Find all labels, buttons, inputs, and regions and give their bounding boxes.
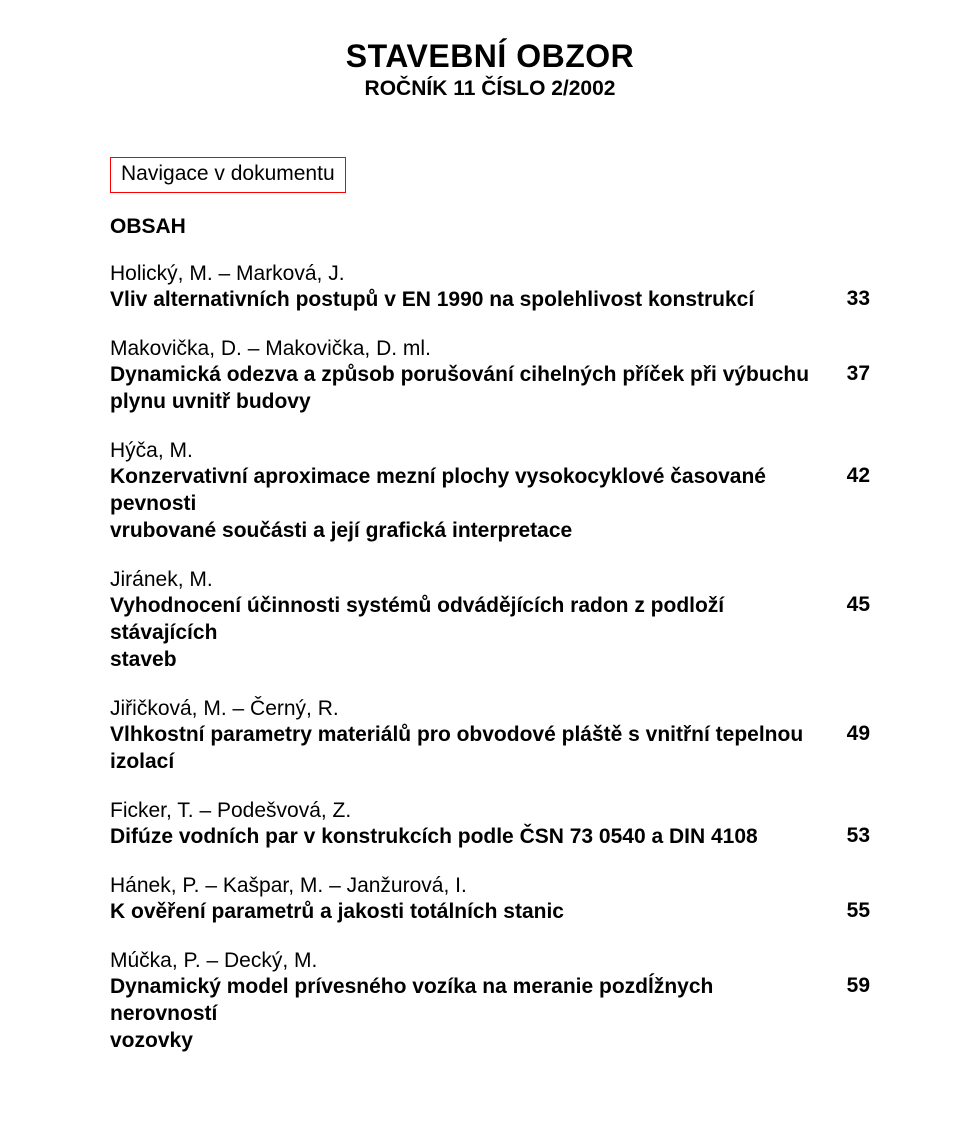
entry-page: 49 [847, 722, 870, 746]
toc-entry: Hýča, M. Konzervativní aproximace mezní … [110, 438, 870, 545]
entry-title-cont: vozovky [110, 1028, 870, 1055]
entry-title[interactable]: Vyhodnocení účinnosti systémů odvádějící… [110, 593, 847, 647]
toc-entry: Hánek, P. – Kašpar, M. – Janžurová, I. K… [110, 873, 870, 926]
toc-entry: Jiřičková, M. – Černý, R. Vlhkostní para… [110, 696, 870, 776]
journal-issue: ROČNÍK 11 ČÍSLO 2/2002 [110, 77, 870, 101]
entry-authors: Hýča, M. [110, 438, 870, 464]
entry-title[interactable]: Vlhkostní parametry materiálů pro obvodo… [110, 722, 847, 749]
entry-page: 55 [847, 899, 870, 923]
entry-authors: Jiránek, M. [110, 567, 870, 593]
toc-entry: Jiránek, M. Vyhodnocení účinnosti systém… [110, 567, 870, 674]
entry-title[interactable]: Konzervativní aproximace mezní plochy vy… [110, 464, 847, 518]
entry-title-cont: staveb [110, 647, 870, 674]
entry-title-cont: plynu uvnitř budovy [110, 389, 870, 416]
entry-title-cont: izolací [110, 749, 870, 776]
entry-title[interactable]: Difúze vodních par v konstrukcích podle … [110, 824, 847, 851]
entry-page: 45 [847, 593, 870, 617]
entry-page: 42 [847, 464, 870, 488]
document-page: STAVEBNÍ OBZOR ROČNÍK 11 ČÍSLO 2/2002 Na… [0, 0, 960, 1115]
entry-page: 53 [847, 824, 870, 848]
toc-entry: Makovička, D. – Makovička, D. ml. Dynami… [110, 336, 870, 416]
entry-title-cont: vrubované součásti a její grafická inter… [110, 518, 870, 545]
entry-page: 33 [847, 287, 870, 311]
entry-title[interactable]: Dynamická odezva a způsob porušování cih… [110, 362, 847, 389]
entry-authors: Jiřičková, M. – Černý, R. [110, 696, 870, 722]
toc-entry: Ficker, T. – Podešvová, Z. Difúze vodníc… [110, 798, 870, 851]
nav-box[interactable]: Navigace v dokumentu [110, 157, 346, 193]
entry-authors: Makovička, D. – Makovička, D. ml. [110, 336, 870, 362]
entry-authors: Holický, M. – Marková, J. [110, 261, 870, 287]
toc-entry: Holický, M. – Marková, J. Vliv alternati… [110, 261, 870, 314]
entry-page: 37 [847, 362, 870, 386]
entry-authors: Múčka, P. – Decký, M. [110, 948, 870, 974]
contents-heading: OBSAH [110, 215, 870, 239]
entry-authors: Ficker, T. – Podešvová, Z. [110, 798, 870, 824]
entry-authors: Hánek, P. – Kašpar, M. – Janžurová, I. [110, 873, 870, 899]
journal-title: STAVEBNÍ OBZOR [110, 38, 870, 75]
entry-title[interactable]: K ověření parametrů a jakosti totálních … [110, 899, 847, 926]
entry-page: 59 [847, 974, 870, 998]
toc-entry: Múčka, P. – Decký, M. Dynamický model pr… [110, 948, 870, 1055]
entry-title[interactable]: Vliv alternativních postupů v EN 1990 na… [110, 287, 847, 314]
entry-title[interactable]: Dynamický model prívesného vozíka na mer… [110, 974, 847, 1028]
